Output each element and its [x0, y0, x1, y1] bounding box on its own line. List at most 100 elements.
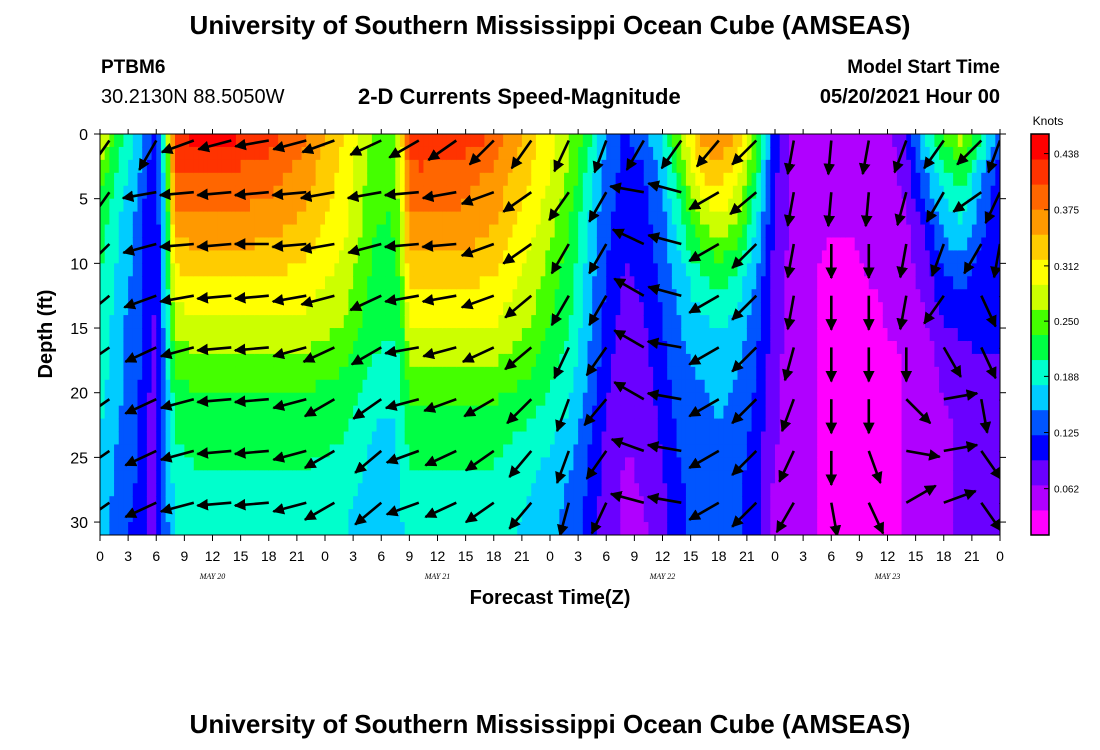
- heat-cell: [310, 289, 317, 303]
- heat-cell: [320, 353, 326, 368]
- heat-cell: [559, 392, 565, 407]
- heat-cell: [667, 172, 673, 187]
- heat-cell: [231, 289, 237, 303]
- heat-cell: [807, 366, 814, 381]
- heat-cell: [165, 134, 171, 148]
- heat-cell: [245, 302, 251, 316]
- heat-cell: [217, 353, 223, 368]
- heat-cell: [592, 444, 598, 458]
- heat-cell: [193, 185, 200, 200]
- heat-cell: [681, 392, 687, 407]
- heat-cell: [259, 159, 265, 174]
- heat-cell: [367, 185, 373, 200]
- heat-cell: [531, 431, 537, 446]
- heat-cell: [100, 237, 106, 252]
- heat-cell: [184, 250, 190, 264]
- heat-cell: [217, 470, 223, 484]
- heat-cell: [264, 172, 270, 187]
- heat-cell: [109, 340, 115, 355]
- heat-cell: [704, 250, 710, 264]
- heat-cell: [531, 172, 537, 187]
- heat-cell: [353, 198, 359, 213]
- heat-cell: [793, 211, 800, 226]
- heat-cell: [793, 134, 800, 148]
- heat-cell: [245, 496, 251, 510]
- heat-cell: [840, 237, 846, 252]
- heat-cell: [821, 134, 828, 148]
- heat-cell: [807, 315, 814, 329]
- heat-cell: [423, 198, 429, 213]
- heat-cell: [123, 198, 129, 213]
- heat-cell: [259, 211, 265, 226]
- heat-cell: [545, 509, 551, 523]
- heat-cell: [367, 470, 373, 484]
- heat-cell: [751, 302, 757, 316]
- heat-cell: [231, 185, 237, 200]
- heat-cell: [100, 146, 106, 161]
- heat-cell: [395, 496, 401, 510]
- heat-cell: [414, 483, 420, 497]
- heat-cell: [184, 522, 190, 535]
- heat-cell: [137, 211, 143, 226]
- heat-cell: [123, 366, 129, 381]
- heat-cell: [104, 431, 110, 446]
- heat-cell: [198, 392, 204, 407]
- heat-cell: [231, 457, 237, 471]
- heat-cell: [498, 211, 504, 226]
- heat-cell: [587, 353, 593, 368]
- heat-cell: [521, 198, 528, 213]
- heat-cell: [596, 328, 603, 342]
- heat-cell: [540, 211, 546, 226]
- heat-cell: [779, 315, 785, 329]
- heat-cell: [460, 315, 467, 329]
- heat-cell: [620, 418, 626, 433]
- heat-cell: [643, 172, 650, 187]
- heat-cell: [207, 483, 214, 497]
- heat-cell: [221, 263, 228, 277]
- heat-cell: [714, 431, 720, 446]
- heat-cell: [404, 263, 410, 277]
- heat-cell: [170, 431, 176, 446]
- heat-cell: [620, 457, 626, 471]
- heat-cell: [128, 483, 134, 497]
- heat-cell: [446, 353, 453, 368]
- heat-cell: [770, 198, 776, 213]
- heat-cell: [198, 263, 204, 277]
- heat-cell: [114, 418, 120, 433]
- heat-cell: [789, 289, 795, 303]
- heat-cell: [718, 159, 725, 174]
- heat-cell: [198, 146, 204, 161]
- heat-cell: [142, 483, 148, 497]
- heat-cell: [404, 418, 410, 433]
- heat-cell: [695, 172, 701, 187]
- model-start-value: 05/20/2021 Hour 00: [819, 86, 1000, 108]
- heat-cell: [681, 185, 687, 200]
- heat-cell: [643, 431, 650, 446]
- heat-cell: [418, 172, 425, 187]
- heat-cell: [282, 457, 289, 471]
- heat-cell: [109, 470, 115, 484]
- heat-cell: [503, 418, 509, 433]
- heat-cell: [845, 340, 851, 355]
- heat-cell: [142, 328, 148, 342]
- heat-cell: [742, 431, 748, 446]
- heat-cell: [760, 276, 767, 290]
- heat-cell: [315, 405, 321, 420]
- heat-cell: [395, 172, 401, 187]
- heat-cell: [695, 483, 701, 497]
- heat-cell: [817, 328, 823, 342]
- heat-cell: [184, 340, 190, 355]
- heat-cell: [287, 392, 293, 407]
- heat-cell: [118, 289, 125, 303]
- heat-cell: [442, 276, 448, 290]
- heat-cell: [362, 366, 368, 381]
- heat-cell: [329, 224, 335, 239]
- heat-cell: [418, 159, 425, 174]
- heat-cell: [835, 509, 842, 523]
- heat-cell: [503, 366, 509, 381]
- heat-cell: [484, 418, 490, 433]
- heat-cell: [531, 289, 537, 303]
- heat-cell: [625, 224, 631, 239]
- heat-cell: [264, 483, 270, 497]
- heat-cell: [175, 134, 181, 148]
